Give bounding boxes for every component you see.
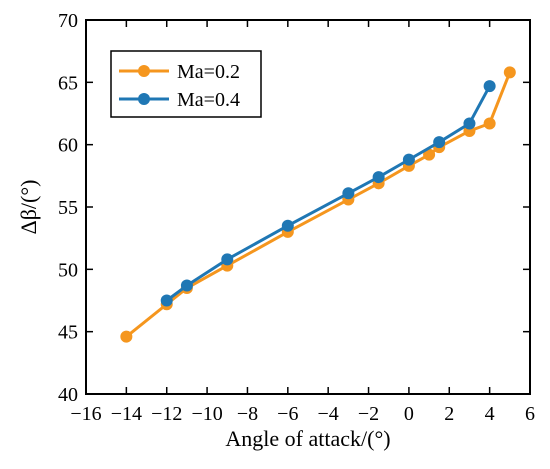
legend-label: Ma=0.2 bbox=[177, 61, 240, 83]
data-point bbox=[483, 117, 496, 130]
legend-item: Ma=0.2 bbox=[119, 61, 240, 83]
x-tick-label: −8 bbox=[237, 403, 258, 425]
data-point bbox=[463, 117, 476, 130]
x-tick-label: −6 bbox=[277, 403, 298, 425]
legend-marker bbox=[138, 65, 150, 77]
x-tick-label: −10 bbox=[191, 403, 222, 425]
legend-item: Ma=0.4 bbox=[119, 89, 240, 111]
x-tick-label: −12 bbox=[151, 403, 182, 425]
y-tick-label: 45 bbox=[58, 322, 78, 344]
y-tick-label: 65 bbox=[58, 72, 78, 94]
x-tick-label: 0 bbox=[404, 403, 414, 425]
legend-box bbox=[110, 50, 262, 118]
series-2 bbox=[160, 80, 496, 307]
legend: Ma=0.2 Ma=0.4 bbox=[110, 50, 262, 118]
data-point bbox=[433, 136, 446, 149]
legend-marker bbox=[138, 93, 150, 105]
x-axis-label: Angle of attack/(°) bbox=[225, 426, 390, 451]
plot-area bbox=[120, 66, 516, 343]
y-tick-label: 40 bbox=[58, 384, 78, 406]
data-point bbox=[160, 294, 173, 307]
y-tick-label: 60 bbox=[58, 135, 78, 157]
x-tick-label: 2 bbox=[444, 403, 454, 425]
data-point bbox=[281, 219, 294, 232]
data-point bbox=[342, 187, 355, 200]
x-tick-label: −4 bbox=[318, 403, 339, 425]
data-point bbox=[503, 66, 516, 79]
data-point bbox=[402, 153, 415, 166]
axis-ticks: −16 −14 −12 −10 −8 −6 −4 −2 0 2 4 6 40 45 50 55 60 65 70 bbox=[58, 10, 535, 425]
legend-label: Ma=0.4 bbox=[177, 89, 240, 111]
data-point bbox=[372, 171, 385, 184]
data-point bbox=[221, 253, 234, 266]
series-line bbox=[165, 85, 491, 302]
y-tick-label: 70 bbox=[58, 10, 78, 32]
x-tick-label: 4 bbox=[485, 403, 495, 425]
x-tick-label: −16 bbox=[70, 403, 101, 425]
data-point bbox=[423, 148, 436, 161]
data-point bbox=[180, 279, 193, 292]
data-point bbox=[483, 80, 496, 93]
y-tick-label: 55 bbox=[58, 197, 78, 219]
x-tick-label: −2 bbox=[358, 403, 379, 425]
y-axis-label: Δβ/(°) bbox=[16, 180, 41, 235]
data-point bbox=[120, 330, 133, 343]
x-tick-label: −14 bbox=[111, 403, 142, 425]
y-tick-label: 50 bbox=[58, 259, 78, 281]
x-tick-label: 6 bbox=[525, 403, 535, 425]
